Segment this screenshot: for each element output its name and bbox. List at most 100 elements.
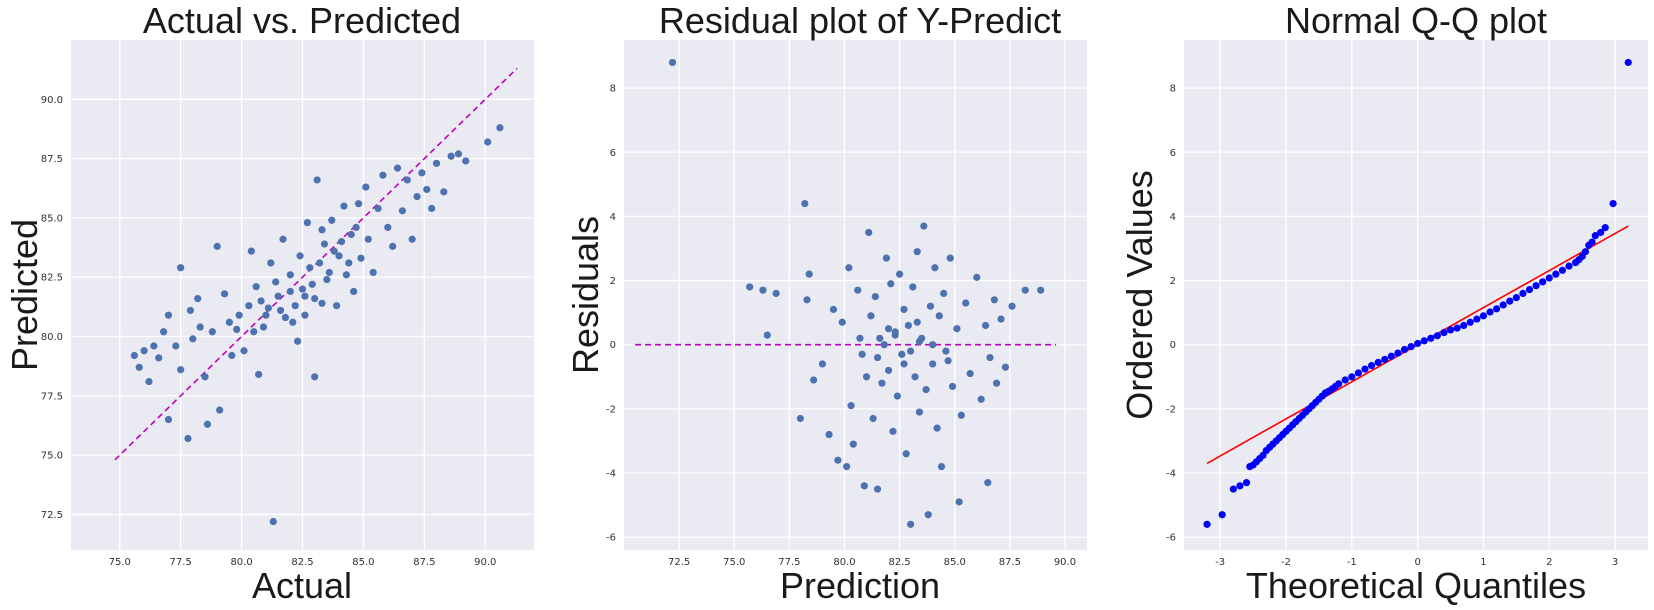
data-point: [335, 252, 343, 260]
data-point: [845, 264, 853, 272]
data-point: [379, 171, 387, 179]
data-point: [924, 511, 932, 519]
data-point: [1407, 343, 1415, 351]
data-point: [269, 517, 277, 526]
data-point: [352, 223, 360, 231]
data-point: [201, 373, 209, 381]
panel-actual-vs-predicted: 75.0 77.5 80.0 82.5 85.0 87.5 90.0 72.5 75.0 77.5…: [4, 0, 534, 606]
data-point: [1532, 282, 1540, 290]
data-point: [279, 235, 287, 243]
data-point: [1420, 337, 1428, 345]
data-point: [854, 286, 862, 294]
data-point: [1374, 358, 1382, 366]
data-point: [1354, 369, 1363, 377]
data-point: [878, 379, 886, 387]
y-tick-label: 75.0: [41, 451, 63, 462]
data-point: [362, 183, 370, 191]
x-tick-label: 72.5: [668, 557, 690, 568]
data-point: [904, 321, 913, 330]
data-point: [296, 252, 304, 260]
data-point: [345, 259, 353, 267]
data-point: [1037, 286, 1045, 294]
data-point: [891, 331, 899, 339]
y-tick-label: 0: [610, 340, 616, 351]
chart-title: Normal Q-Q plot: [1285, 0, 1547, 41]
data-point: [428, 204, 436, 213]
gridlines: [71, 40, 534, 550]
data-point: [247, 247, 255, 255]
data-point: [320, 240, 329, 248]
data-point: [384, 223, 392, 231]
data-point: [1479, 312, 1488, 320]
data-point: [849, 440, 857, 448]
data-point: [259, 323, 268, 331]
reference-line-path: [114, 67, 518, 461]
data-point: [926, 302, 935, 310]
data-point: [955, 498, 963, 506]
data-point: [328, 216, 336, 224]
data-point: [873, 353, 882, 362]
data-point: [1565, 262, 1573, 270]
data-point: [291, 302, 299, 310]
data-point: [267, 259, 275, 267]
data-point: [933, 424, 941, 432]
x-tick-label: 87.5: [413, 557, 435, 568]
data-point: [746, 283, 754, 291]
scatter-points: [1203, 58, 1632, 528]
data-point: [172, 342, 180, 350]
data-point: [1400, 345, 1409, 354]
data-point: [323, 275, 331, 284]
x-tick-label: 80.0: [833, 557, 855, 568]
data-point: [177, 366, 185, 374]
data-point: [308, 280, 316, 288]
data-point: [1203, 520, 1211, 528]
data-point: [1591, 232, 1599, 240]
data-point: [953, 325, 961, 333]
plot-area: [1184, 40, 1648, 550]
data-point: [1394, 349, 1402, 357]
data-point: [318, 226, 326, 234]
data-point: [838, 318, 846, 326]
data-point: [990, 296, 999, 304]
data-point: [342, 271, 350, 279]
data-point: [900, 305, 908, 314]
data-point: [186, 306, 195, 315]
data-point: [981, 321, 990, 330]
data-point: [281, 313, 290, 322]
data-point: [869, 414, 877, 423]
data-point: [462, 157, 470, 165]
data-point: [856, 334, 864, 342]
y-tick-label: 8: [610, 84, 616, 95]
data-point: [867, 312, 875, 320]
data-point: [1341, 376, 1349, 384]
data-point: [1229, 485, 1237, 493]
data-point: [1519, 289, 1527, 297]
data-point: [763, 331, 771, 339]
data-point: [887, 280, 895, 288]
data-point: [311, 373, 319, 381]
data-point: [262, 311, 270, 319]
data-point: [937, 463, 946, 471]
data-point: [907, 520, 915, 528]
data-point: [140, 347, 148, 355]
data-point: [1545, 274, 1553, 282]
data-point: [801, 199, 809, 208]
data-point: [876, 334, 884, 342]
data-point: [922, 386, 930, 394]
data-point: [135, 363, 143, 371]
data-point: [1506, 297, 1514, 305]
y-tick-label: -2: [1166, 404, 1176, 415]
data-point: [432, 159, 441, 167]
data-point: [413, 192, 421, 201]
data-point: [915, 408, 924, 416]
y-tick-label: 87.5: [41, 154, 63, 165]
data-point: [759, 286, 767, 294]
data-point: [294, 337, 302, 345]
data-point: [880, 341, 888, 349]
y-tick-label: 6: [610, 148, 616, 159]
x-tick-label: 85.0: [352, 557, 374, 568]
data-point: [364, 235, 372, 243]
data-point: [1624, 58, 1632, 67]
data-point: [900, 360, 908, 368]
